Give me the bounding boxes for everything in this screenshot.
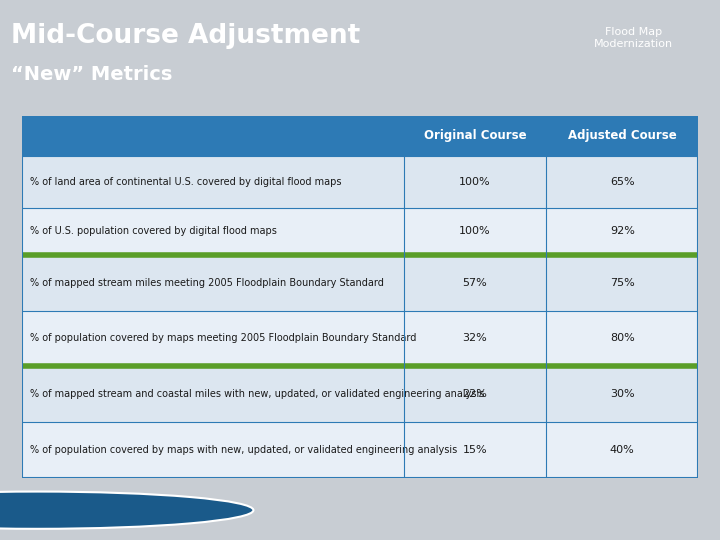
Text: Mid-Course Adjustment: Mid-Course Adjustment <box>11 23 360 49</box>
Bar <box>22 310 698 366</box>
Text: 57%: 57% <box>463 278 487 288</box>
Text: 32%: 32% <box>463 334 487 343</box>
Text: 30%: 30% <box>610 389 634 399</box>
Text: 15%: 15% <box>463 445 487 455</box>
Text: 22%: 22% <box>463 389 487 399</box>
Text: 80%: 80% <box>610 334 634 343</box>
Bar <box>22 366 698 422</box>
Text: 65%: 65% <box>610 177 634 187</box>
Text: 92%: 92% <box>610 226 635 237</box>
Bar <box>22 156 698 208</box>
Text: % of population covered by maps with new, updated, or validated engineering anal: % of population covered by maps with new… <box>30 445 457 455</box>
Text: % of land area of continental U.S. covered by digital flood maps: % of land area of continental U.S. cover… <box>30 177 341 187</box>
Text: “New” Metrics: “New” Metrics <box>11 65 172 84</box>
Text: 100%: 100% <box>459 177 491 187</box>
Text: % of U.S. population covered by digital flood maps: % of U.S. population covered by digital … <box>30 226 276 237</box>
Text: % of mapped stream and coastal miles with new, updated, or validated engineering: % of mapped stream and coastal miles wit… <box>30 389 484 399</box>
Text: Flood Map
Modernization: Flood Map Modernization <box>594 27 673 49</box>
Bar <box>22 255 698 310</box>
Text: Adjusted Course: Adjusted Course <box>568 130 677 143</box>
Text: FEMA: FEMA <box>68 497 143 521</box>
Text: % of mapped stream miles meeting 2005 Floodplain Boundary Standard: % of mapped stream miles meeting 2005 Fl… <box>30 278 384 288</box>
Text: 75%: 75% <box>610 278 634 288</box>
Bar <box>22 422 698 478</box>
Text: Original Course: Original Course <box>424 130 526 143</box>
Bar <box>22 116 698 156</box>
Bar <box>22 208 698 255</box>
Text: % of population covered by maps meeting 2005 Floodplain Boundary Standard: % of population covered by maps meeting … <box>30 334 416 343</box>
Text: 100%: 100% <box>459 226 491 237</box>
Circle shape <box>0 491 253 529</box>
Text: 40%: 40% <box>610 445 634 455</box>
